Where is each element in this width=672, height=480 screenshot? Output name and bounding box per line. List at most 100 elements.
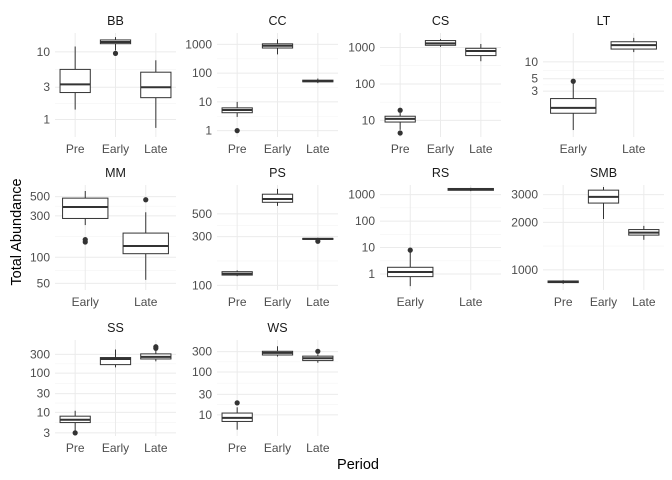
box-ws-pre <box>221 400 253 430</box>
box-ps-late <box>302 237 334 244</box>
x-tick-label: Late <box>469 142 493 156</box>
outlier-point <box>143 197 149 203</box>
box-lt-early <box>550 78 597 131</box>
outlier-point <box>407 247 413 253</box>
box-lt-late <box>610 37 657 53</box>
y-tick-label: 500 <box>192 207 212 221</box>
interquartile-box <box>59 68 91 94</box>
y-tick-label: 10 <box>362 241 376 255</box>
box-ss-pre <box>59 410 91 436</box>
panel-title-lt: LT <box>597 14 611 28</box>
box-bb-pre <box>59 46 91 110</box>
panel-title-ss: SS <box>107 321 124 335</box>
y-tick-label: 100 <box>192 278 212 292</box>
y-tick-label: 30 <box>199 387 213 401</box>
facet-panels: BB 1 3 10 Pre Early Late CC 1 10 100 1000 Pre Early La… <box>30 14 664 455</box>
x-tick-label: Early <box>264 441 291 455</box>
panel-ss: SS 3 10 30 100 300 Pre Early Late <box>30 321 176 455</box>
panel-ws: WS 10 30 100 300 Pre Early Late <box>192 321 338 455</box>
x-tick-label: Late <box>306 441 330 455</box>
x-axis-title: Period <box>337 457 379 473</box>
panel-title-rs: RS <box>432 166 449 180</box>
y-tick-label: 3 <box>43 80 50 94</box>
panel-title-mm: MM <box>105 166 126 180</box>
x-tick-label: Late <box>144 441 168 455</box>
panel-mm: MM 50 100 300 500 Early Late <box>30 166 176 309</box>
outlier-point <box>570 78 576 84</box>
x-tick-label: Late <box>622 142 646 156</box>
y-tick-label: 300 <box>30 347 50 361</box>
y-tick-label: 300 <box>192 345 212 359</box>
y-tick-label: 100 <box>192 66 212 80</box>
box-cc-late <box>302 78 334 84</box>
y-tick-label: 10 <box>199 408 213 422</box>
x-tick-label: Early <box>102 441 129 455</box>
y-tick-label: 1000 <box>348 188 375 202</box>
x-tick-label: Late <box>134 295 158 309</box>
y-tick-label: 3 <box>43 426 50 440</box>
x-tick-label: Early <box>264 142 291 156</box>
x-tick-label: Pre <box>391 142 410 156</box>
x-tick-label: Pre <box>228 295 247 309</box>
outlier-point <box>315 348 321 354</box>
x-tick-label: Pre <box>228 441 247 455</box>
y-tick-label: 50 <box>37 276 51 290</box>
panel-bb: BB 1 3 10 Pre Early Late <box>37 14 176 156</box>
y-tick-label: 10 <box>525 55 539 69</box>
box-cs-early <box>424 39 457 47</box>
panel-title-bb: BB <box>107 14 124 28</box>
box-mm-late <box>122 197 169 280</box>
box-smb-late <box>628 225 660 240</box>
y-tick-label: 500 <box>30 190 50 204</box>
y-tick-label: 1000 <box>348 41 375 55</box>
box-ps-pre <box>221 270 253 277</box>
box-cc-pre <box>221 101 253 134</box>
outlier-point <box>397 130 403 136</box>
box-cs-late <box>465 43 497 62</box>
y-tick-label: 300 <box>192 230 212 244</box>
x-tick-label: Pre <box>228 142 247 156</box>
y-tick-label: 100 <box>355 214 375 228</box>
y-tick-label: 1000 <box>511 263 538 277</box>
interquartile-box <box>62 197 109 219</box>
interquartile-box <box>550 98 597 114</box>
x-tick-label: Early <box>397 295 424 309</box>
y-tick-label: 2000 <box>511 215 538 229</box>
box-rs-early <box>387 247 434 287</box>
y-axis-title: Total Abundance <box>9 178 25 285</box>
outlier-point <box>82 236 88 243</box>
box-ss-early <box>99 349 132 368</box>
x-tick-label: Late <box>144 142 168 156</box>
y-tick-label: 10 <box>37 45 51 59</box>
x-tick-label: Early <box>560 142 587 156</box>
y-tick-label: 300 <box>30 209 50 223</box>
box-cc-early <box>261 39 294 55</box>
outlier-point <box>315 238 321 244</box>
x-tick-label: Late <box>632 295 656 309</box>
y-tick-label: 10 <box>362 113 376 127</box>
outlier-point <box>397 107 403 113</box>
panel-title-smb: SMB <box>590 166 617 180</box>
x-tick-label: Late <box>306 142 330 156</box>
y-tick-label: 3000 <box>511 188 538 202</box>
box-rs-late <box>447 187 494 192</box>
y-tick-label: 100 <box>192 365 212 379</box>
box-ws-early <box>261 346 294 357</box>
box-ps-early <box>261 188 294 206</box>
x-tick-label: Early <box>590 295 617 309</box>
y-tick-label: 100 <box>30 366 50 380</box>
panel-title-cs: CS <box>432 14 449 28</box>
outlier-point <box>112 50 119 56</box>
x-tick-label: Pre <box>66 142 85 156</box>
panel-rs: RS 1 10 100 1000 Early Late <box>348 166 501 309</box>
y-tick-label: 100 <box>355 77 375 91</box>
box-smb-pre <box>547 280 579 284</box>
box-bb-early <box>99 37 132 56</box>
y-tick-label: 1000 <box>185 37 212 51</box>
x-tick-label: Late <box>459 295 483 309</box>
outlier-point <box>153 344 159 350</box>
interquartile-box <box>99 357 132 366</box>
y-tick-label: 10 <box>199 95 213 109</box>
x-tick-label: Early <box>264 295 291 309</box>
outlier-point <box>72 430 78 436</box>
